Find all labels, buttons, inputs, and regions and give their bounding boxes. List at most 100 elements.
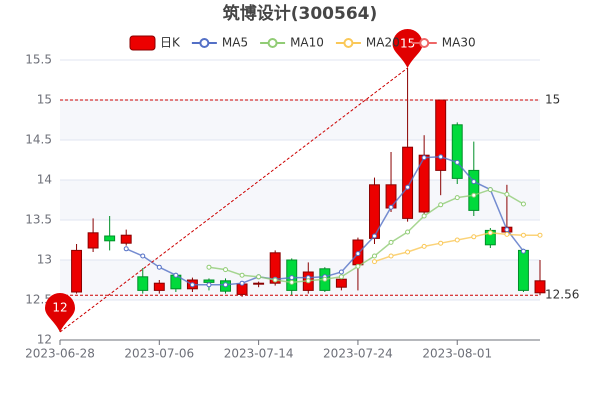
legend-swatch — [267, 38, 278, 48]
pin-label: 15 — [400, 37, 415, 51]
candle-body — [87, 232, 99, 249]
ma-point — [355, 263, 361, 269]
ma-point — [272, 277, 278, 283]
candle-body — [153, 282, 165, 291]
candle-body — [402, 146, 414, 219]
ma-point — [388, 253, 394, 259]
ma-point — [223, 267, 229, 273]
ma-point — [405, 229, 411, 235]
mark-line-label: 15 — [545, 93, 560, 107]
ma-point — [371, 233, 377, 239]
ma-point — [405, 249, 411, 255]
y-tick-label: 14.5 — [25, 133, 52, 147]
ma-point — [388, 204, 394, 210]
ma-point — [123, 246, 129, 252]
band — [60, 180, 540, 220]
trend-line — [59, 67, 408, 333]
ma-point — [173, 272, 179, 278]
ma-point — [371, 259, 377, 265]
ma-point — [305, 278, 311, 284]
legend-label: MA5 — [222, 36, 248, 50]
ma-line — [208, 188, 524, 284]
ma-point — [189, 282, 195, 288]
legend-label: MA10 — [290, 36, 324, 50]
ma-point — [487, 187, 493, 193]
chart-title: 筑博设计(300564) — [223, 3, 378, 24]
ma-point — [454, 237, 460, 243]
y-tick-label: 13 — [37, 253, 52, 267]
ma-point — [471, 234, 477, 240]
ma-point — [438, 202, 444, 208]
candle-body — [104, 235, 116, 242]
ma-point — [438, 240, 444, 246]
ma-point — [388, 239, 394, 245]
x-tick-label: 2023-07-24 — [323, 347, 393, 361]
y-tick-label: 13.5 — [25, 213, 52, 227]
ma-point — [454, 195, 460, 201]
ma-point — [454, 159, 460, 165]
ma-point — [322, 276, 328, 282]
ma-point — [504, 227, 510, 233]
x-tick-label: 2023-06-28 — [25, 347, 95, 361]
ma-point — [504, 231, 510, 237]
candle-body — [71, 249, 83, 293]
band — [60, 100, 540, 140]
ma-point — [206, 264, 212, 270]
ma-point — [421, 243, 427, 249]
ma-point — [256, 274, 262, 280]
ma-point — [471, 192, 477, 198]
ma-point — [223, 282, 229, 288]
y-tick-label: 12.5 — [25, 293, 52, 307]
ma-point — [239, 272, 245, 278]
band — [60, 260, 540, 300]
legend-label: 日K — [160, 36, 181, 50]
candle-body — [451, 124, 463, 179]
legend-swatch — [199, 38, 210, 48]
ma-point — [371, 253, 377, 259]
ma-point — [239, 280, 245, 286]
x-tick-label: 2023-07-14 — [224, 347, 294, 361]
candle-body — [137, 276, 149, 291]
legend-swatch — [419, 38, 430, 48]
ma-point — [405, 184, 411, 190]
ma-point — [338, 274, 344, 280]
ma-point — [206, 282, 212, 288]
ma-point — [421, 155, 427, 161]
candle-body — [534, 280, 546, 294]
legend-swatch — [343, 38, 354, 48]
ma-point — [520, 248, 526, 254]
ma-point — [487, 230, 493, 236]
ma-point — [289, 279, 295, 285]
ma-point — [140, 253, 146, 259]
y-tick-label: 15 — [37, 93, 52, 107]
ma-point — [338, 269, 344, 275]
ma-point — [504, 191, 510, 197]
ma-point — [421, 213, 427, 219]
mark-line-label: 12.56 — [545, 288, 579, 302]
y-tick-label: 14 — [37, 173, 52, 187]
ma-point — [520, 201, 526, 207]
pin — [392, 29, 423, 68]
pin — [45, 293, 75, 332]
y-tick-label: 15.5 — [25, 53, 52, 67]
candle-body — [203, 279, 215, 283]
candle-body — [335, 278, 347, 288]
pin-label: 12 — [52, 301, 67, 315]
ma-point — [438, 154, 444, 160]
candle-body — [517, 249, 529, 291]
ma-point — [471, 179, 477, 185]
ma-point — [355, 251, 361, 257]
legend-swatch — [129, 35, 156, 51]
ma-point — [156, 264, 162, 270]
candle-body — [385, 184, 397, 209]
ma-point — [520, 232, 526, 238]
candle-body — [435, 99, 447, 171]
ma-point — [289, 275, 295, 281]
candle-body — [468, 169, 480, 211]
x-tick-label: 2023-07-06 — [124, 347, 194, 361]
candle-body — [120, 234, 132, 244]
candle-body — [269, 252, 281, 284]
candle-body — [253, 282, 265, 285]
x-tick-label: 2023-08-01 — [422, 347, 492, 361]
